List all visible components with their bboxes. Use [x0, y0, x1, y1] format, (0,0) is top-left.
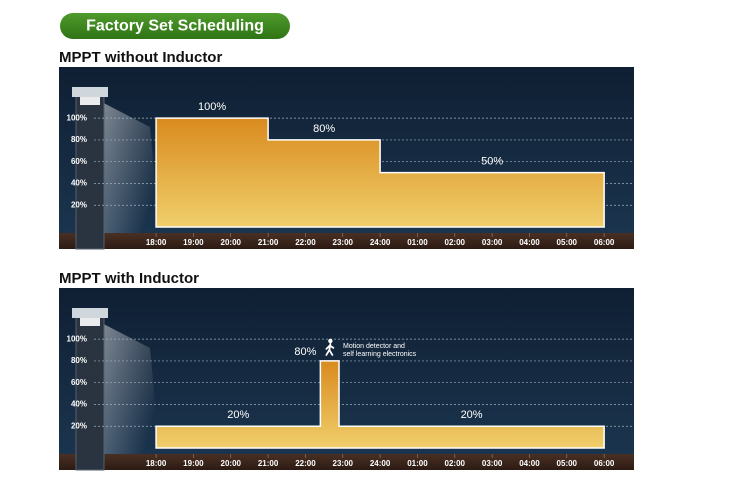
value-label: 20%: [227, 409, 249, 421]
header-pill: [60, 13, 290, 39]
value-label: 50%: [481, 155, 503, 167]
lamp-glow: [80, 318, 100, 326]
y-tick-label: 20%: [71, 200, 87, 209]
step-area: [155, 360, 605, 449]
annotation: Motion detector and: [343, 343, 405, 350]
x-tick-label: 01:00: [407, 459, 428, 468]
y-tick-label: 100%: [67, 334, 87, 343]
y-tick-label: 20%: [71, 421, 87, 430]
x-tick-label: 19:00: [183, 238, 204, 247]
y-tick-label: 60%: [71, 378, 87, 387]
walker-body: [325, 343, 335, 356]
x-tick-label: 20:00: [221, 459, 242, 468]
value-label: 100%: [198, 101, 226, 113]
x-tick-label: 04:00: [519, 459, 540, 468]
y-tick-label: 60%: [71, 157, 87, 166]
light-cone: [88, 97, 160, 233]
y-tick-label: 40%: [71, 400, 87, 409]
x-tick-label: 05:00: [557, 238, 578, 247]
value-label: 80%: [313, 123, 335, 135]
header-title: Factory Set Scheduling: [86, 18, 264, 35]
x-tick-label: 03:00: [482, 459, 503, 468]
x-tick-label: 24:00: [370, 459, 391, 468]
ground: [59, 233, 634, 249]
x-tick-label: 22:00: [295, 459, 316, 468]
annotation: self learning electronics: [343, 351, 417, 358]
x-tick-label: 18:00: [146, 238, 167, 247]
walker-icon: [325, 338, 335, 356]
x-tick-label: 06:00: [594, 238, 615, 247]
chart-title: MPPT without Inductor: [59, 49, 222, 66]
chart-title: MPPT with Inductor: [59, 270, 199, 287]
x-tick-label: 24:00: [370, 238, 391, 247]
x-tick-label: 02:00: [445, 238, 466, 247]
y-tick-label: 80%: [71, 356, 87, 365]
x-tick-label: 23:00: [333, 238, 354, 247]
x-tick-label: 21:00: [258, 459, 279, 468]
step-area: [155, 117, 605, 228]
value-label: 80%: [294, 346, 316, 358]
lamp-glow: [80, 97, 100, 105]
y-tick-label: 100%: [67, 113, 87, 122]
x-tick-label: 03:00: [482, 238, 503, 247]
lamp-head: [72, 308, 108, 318]
x-tick-label: 23:00: [333, 459, 354, 468]
ground: [59, 454, 634, 470]
lamp-head: [72, 87, 108, 97]
x-tick-label: 04:00: [519, 238, 540, 247]
light-cone: [88, 318, 160, 454]
x-tick-label: 01:00: [407, 238, 428, 247]
x-tick-label: 05:00: [557, 459, 578, 468]
lamp-pole: [75, 313, 105, 471]
x-tick-label: 02:00: [445, 459, 466, 468]
walker-head: [328, 338, 333, 344]
y-tick-label: 40%: [71, 179, 87, 188]
x-tick-label: 06:00: [594, 459, 615, 468]
x-tick-label: 20:00: [221, 238, 242, 247]
value-label: 20%: [461, 409, 483, 421]
x-tick-label: 22:00: [295, 238, 316, 247]
lamp-pole: [75, 92, 105, 250]
x-tick-label: 19:00: [183, 459, 204, 468]
y-tick-label: 80%: [71, 135, 87, 144]
x-tick-label: 18:00: [146, 459, 167, 468]
x-tick-label: 21:00: [258, 238, 279, 247]
